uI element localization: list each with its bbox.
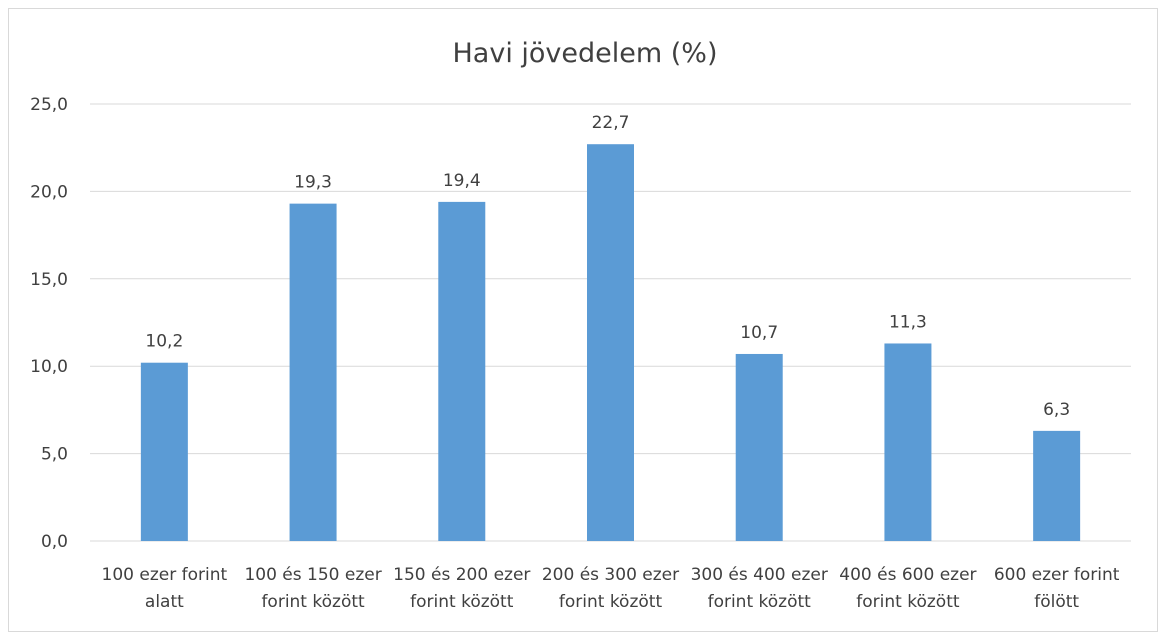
x-category-label: 100 és 150 ezer forint között	[244, 565, 381, 612]
y-tick-label: 5,0	[41, 445, 68, 465]
data-label: 19,3	[294, 173, 332, 193]
bar	[735, 353, 783, 541]
y-tick-label: 10,0	[30, 357, 68, 377]
bar	[140, 362, 188, 541]
data-label: 11,3	[889, 312, 927, 332]
y-tick-label: 25,0	[30, 95, 68, 115]
bar	[1033, 430, 1081, 541]
y-axis-ticks: 0,0 5,0 10,0 15,0 20,0 25,0	[30, 95, 68, 552]
x-category-label: 400 és 600 ezer forint között	[839, 565, 976, 612]
y-tick-label: 15,0	[30, 270, 68, 290]
y-tick-label: 0,0	[41, 532, 68, 552]
chart-frame	[8, 8, 1158, 632]
x-category-label: 150 és 200 ezer forint között	[393, 565, 530, 612]
data-label: 10,2	[145, 332, 183, 352]
y-tick-label: 20,0	[30, 182, 68, 202]
data-label: 10,7	[740, 323, 778, 343]
x-axis-categories: 100 ezer forint alatt 100 és 150 ezer forin…	[102, 565, 1120, 612]
x-category-label: 600 ezer forint fölött	[994, 565, 1120, 612]
x-category-label: 200 és 300 ezer forint között	[542, 565, 679, 612]
data-label: 6,3	[1043, 400, 1070, 420]
x-category-label: 300 és 400 ezer forint között	[691, 565, 828, 612]
bar	[587, 144, 634, 542]
data-label: 19,4	[443, 171, 481, 191]
bars	[140, 144, 1081, 542]
data-label: 22,7	[592, 113, 630, 133]
chart-title: Havi jövedelem (%)	[453, 38, 718, 69]
bar	[438, 201, 486, 541]
bar	[289, 203, 337, 542]
data-labels: 10,2 19,3 19,4 22,7 10,7 11,3 6,3	[145, 113, 1070, 420]
x-category-label: 100 ezer forint alatt	[102, 565, 228, 612]
bar	[884, 343, 932, 541]
